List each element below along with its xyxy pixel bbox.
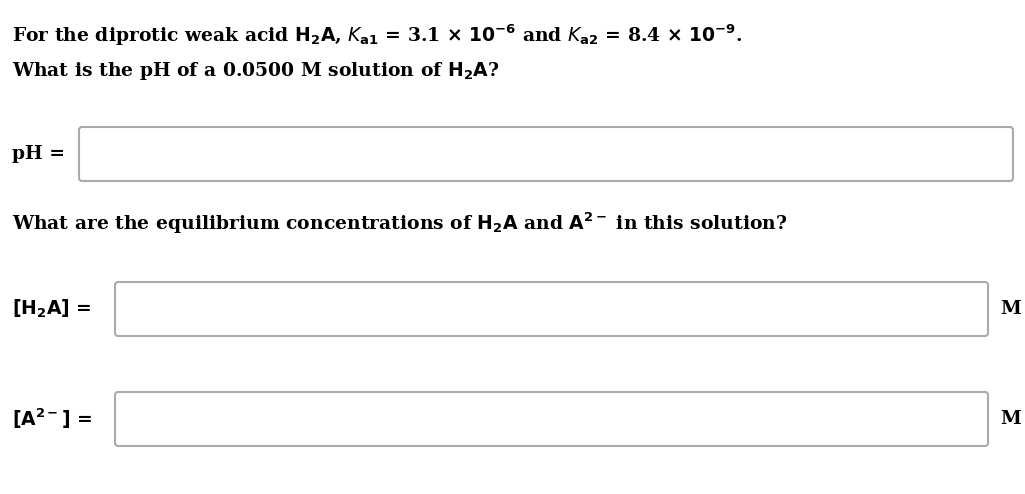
Text: For the diprotic weak acid $\mathbf{H_2A}$, $\mathbf{\mathit{K}_{a1}}$ = 3.1 $\m: For the diprotic weak acid $\mathbf{H_2A… (12, 22, 742, 47)
FancyBboxPatch shape (115, 282, 988, 336)
FancyBboxPatch shape (115, 392, 988, 446)
Text: M: M (1000, 300, 1021, 318)
Text: M: M (1000, 410, 1021, 428)
Text: What is the pH of a 0.0500 M solution of $\mathbf{H_2A}$?: What is the pH of a 0.0500 M solution of… (12, 60, 499, 82)
Text: pH =: pH = (12, 145, 65, 163)
Text: $\mathbf{[A^{2-}]}$ =: $\mathbf{[A^{2-}]}$ = (12, 407, 92, 431)
Text: $\mathbf{[H_2A]}$ =: $\mathbf{[H_2A]}$ = (12, 298, 91, 320)
Text: What are the equilibrium concentrations of $\mathbf{H_2A}$ and $\mathbf{A^{2-}}$: What are the equilibrium concentrations … (12, 210, 787, 236)
FancyBboxPatch shape (79, 127, 1013, 181)
